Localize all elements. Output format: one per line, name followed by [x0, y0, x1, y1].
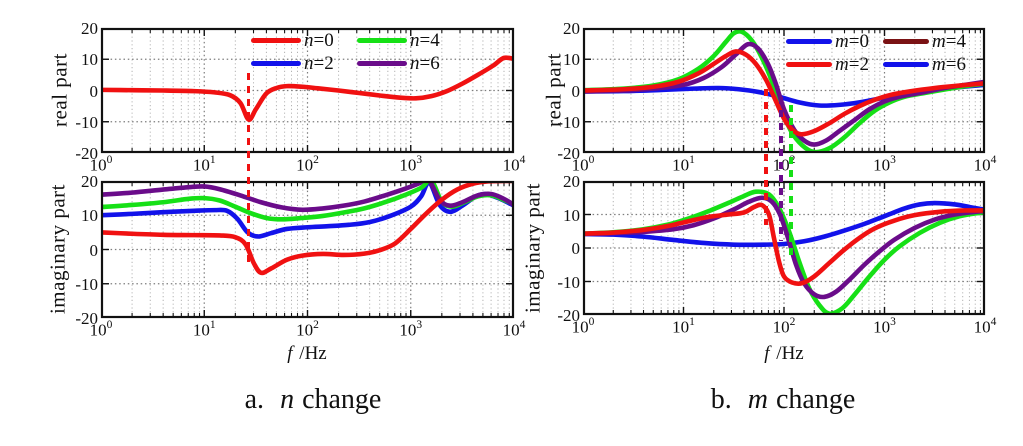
x-tick-label: 101 [672, 316, 695, 337]
series-m=4 [584, 195, 984, 300]
x-tick-label: 104 [973, 154, 997, 175]
y-axis-title-imag-m: imaginary part [520, 182, 545, 314]
y-tick-label: 20 [81, 19, 98, 38]
y-tick-label: -20 [75, 144, 98, 163]
legend-label: n=6 [410, 53, 440, 74]
series-m=2 [584, 49, 984, 137]
series-m=2 [584, 202, 984, 286]
y-tick-label: -10 [557, 272, 580, 292]
y-axis-title-real-n: real part [47, 53, 72, 127]
legend-label: m=2 [835, 54, 869, 75]
x-tick-label: 100 [571, 154, 595, 175]
y-tick-label: -10 [557, 112, 580, 132]
legend-swatch [251, 37, 301, 44]
series-m=0 [584, 200, 984, 248]
y-tick-label: 10 [563, 50, 580, 70]
legend-item: n=0 [251, 29, 357, 52]
y-tick-label: -20 [75, 309, 98, 328]
x-tick-label: 103 [399, 319, 423, 340]
legend-item: m=6 [883, 53, 983, 76]
series-m=6 [584, 189, 984, 314]
plot-canvas [582, 180, 986, 316]
y-tick-label: 0 [571, 81, 581, 101]
x-tick-label: 103 [873, 316, 896, 337]
legend-label: m=4 [932, 31, 966, 52]
x-tick-label: 103 [399, 154, 423, 175]
x-tick-label: 101 [192, 154, 216, 175]
x-tick-label: 101 [672, 154, 695, 175]
legend-n: n=0 n=2 n=4 n=6 [251, 29, 463, 75]
series-n=6 [102, 182, 513, 213]
dashed-frequency-marker [246, 73, 251, 267]
legend-swatch [357, 60, 407, 67]
x-tick-label: 102 [762, 154, 806, 175]
y-tick-label: -10 [75, 274, 98, 294]
legend-item: m=4 [883, 30, 983, 53]
y-tick-label: -10 [75, 112, 98, 132]
y-tick-label: -20 [557, 144, 580, 163]
legend-label: n=2 [304, 53, 334, 74]
x-axis-title-a: f /Hz [287, 343, 327, 364]
x-tick-label: 100 [89, 319, 113, 340]
subplot-imag-m: 100 101 102 103 104 20 10 0 -10 -20 [557, 173, 996, 336]
y-tick-label: 20 [81, 172, 98, 191]
x-tick-label: 102 [296, 154, 319, 175]
y-tick-label: 20 [563, 172, 580, 191]
plot-canvas [582, 27, 986, 154]
caption-b: b. m change [710, 384, 856, 415]
x-tick-label: 100 [571, 316, 595, 337]
x-tick-label: 101 [192, 319, 216, 340]
y-tick-label: 10 [81, 50, 98, 70]
y-tick-label: 0 [571, 239, 581, 258]
series-n=0 [102, 182, 513, 276]
dashed-frequency-marker [789, 104, 793, 255]
plot-canvas [100, 180, 515, 319]
legend-swatch [786, 61, 832, 68]
x-tick-label: 100 [89, 154, 113, 175]
x-tick-label: 102 [772, 316, 796, 337]
legend-swatch [357, 37, 407, 44]
legend-label: n=0 [304, 30, 334, 51]
series-n=2 [102, 182, 513, 239]
legend-item: m=2 [786, 53, 883, 76]
series-n=0 [102, 55, 513, 122]
legend-label: n=4 [410, 30, 440, 51]
y-tick-label: 0 [89, 81, 99, 101]
legend-swatch [883, 61, 929, 68]
legend-item: n=6 [357, 52, 463, 75]
x-axis-title-b: f /Hz [764, 343, 804, 364]
legend-label: m=0 [835, 31, 869, 52]
x-tick-label: 104 [973, 316, 997, 337]
legend-swatch [883, 38, 929, 45]
legend-item: n=2 [251, 52, 357, 75]
subplot-real-m: m=0 m=2 m=4 m=6 10010110210310420100-10-… [557, 20, 996, 174]
x-tick-label: 104 [502, 154, 526, 175]
x-tick-label: 102 [296, 319, 319, 340]
y-axis-title-real-m: real part [541, 53, 566, 127]
x-tick-label: 103 [873, 154, 896, 175]
dashed-frequency-marker [764, 88, 768, 225]
y-tick-label: 0 [89, 240, 99, 260]
y-axis-title-imag-n: imaginary part [45, 183, 70, 315]
subplot-imag-n: 100 101 102 103 104 20 10 0 -10 -20 [75, 173, 525, 339]
legend-swatch [251, 60, 301, 67]
x-tick-label: 104 [502, 319, 526, 340]
dashed-frequency-marker [779, 96, 783, 242]
y-tick-label: 10 [563, 205, 580, 225]
y-tick-label: 20 [563, 19, 580, 38]
legend-item: n=4 [357, 29, 463, 52]
plot-canvas [100, 27, 515, 154]
legend-m: m=0 m=2 m=4 m=6 [786, 30, 983, 76]
subplot-real-n: n=0 n=2 n=4 n=6 100 101 102 103 104 20 10 0 -10-… [75, 20, 525, 174]
y-tick-label: -20 [557, 306, 580, 325]
legend-label: m=6 [932, 54, 966, 75]
legend-swatch [786, 38, 832, 45]
legend-item: m=0 [786, 30, 883, 53]
caption-a: a. n change [244, 384, 382, 415]
y-tick-label: 10 [81, 206, 98, 226]
